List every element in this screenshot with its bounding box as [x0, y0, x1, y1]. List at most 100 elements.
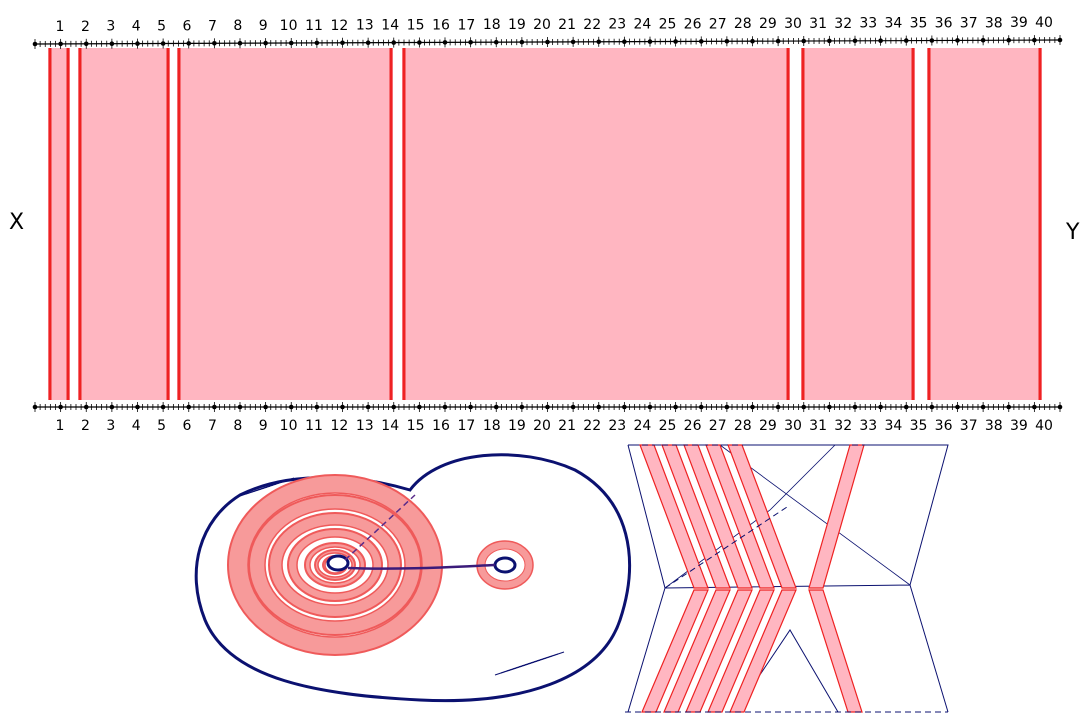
band-gap [915, 48, 927, 400]
ruler-dot [622, 404, 627, 410]
ruler-number: 29 [759, 16, 777, 32]
ruler-number: 10 [280, 418, 298, 434]
ruler-dot [698, 404, 704, 410]
ruler-dot [724, 39, 730, 44]
ruler-number: 24 [633, 17, 651, 33]
ruler-number: 31 [809, 16, 827, 32]
ruler-number: 3 [106, 418, 115, 434]
ruler-number: 2 [81, 418, 90, 434]
ruler-dot [340, 404, 345, 410]
ruler-number: 12 [330, 418, 348, 434]
ruler-dot [903, 38, 909, 43]
ruler-dot [32, 404, 38, 410]
ruler-dot [237, 404, 243, 410]
ruler-dot [1006, 404, 1012, 410]
ruler-number: 16 [432, 17, 450, 33]
ruler-dot [980, 38, 986, 43]
ruler-number: 9 [259, 418, 268, 434]
ruler-number: 11 [305, 18, 323, 34]
ruler-dot [263, 404, 268, 410]
ruler-number: 35 [910, 16, 928, 32]
ruler-number: 25 [659, 418, 677, 434]
ruler-number: 34 [884, 16, 902, 32]
small-hole [493, 556, 517, 574]
dashed-diagonal [664, 504, 791, 589]
ruler-dot [109, 404, 115, 410]
ruler-number: 5 [157, 19, 166, 35]
ruler-number: 1 [56, 19, 65, 35]
ruler-number: 11 [305, 418, 323, 434]
ruler-number: 23 [608, 418, 626, 434]
ruler-number: 22 [583, 17, 601, 33]
top-ruler: 1 2 3 4 5 6 7 8 9 10 11 12 13 14 15 16 17 18 19 20 21 22 23 24 2… [32, 15, 1063, 49]
ruler-dot [673, 39, 678, 44]
ruler-number: 13 [356, 418, 374, 434]
ruler-number: 33 [859, 16, 877, 32]
ruler-number: 26 [684, 16, 702, 32]
ruler-number: 36 [935, 418, 953, 434]
right-end-label: Y [1066, 220, 1080, 245]
ruler-number: 27 [709, 16, 727, 32]
ruler-number: 5 [157, 418, 166, 434]
ruler-dot [135, 41, 140, 46]
ruler-number: 15 [407, 18, 425, 34]
ruler-number: 28 [734, 418, 752, 434]
ruler-number: 26 [684, 418, 702, 434]
dashed-curve [344, 494, 416, 561]
ruler-dot [852, 404, 858, 410]
ruler-number: 33 [859, 418, 877, 434]
ruler-number: 3 [106, 19, 115, 35]
bottom-ruler: 1 2 3 4 5 6 7 8 9 10 11 12 13 14 15 16 17 18 19 20 21 22 23 24 2… [32, 402, 1063, 434]
ruler-number: 17 [457, 418, 475, 434]
ruler-number: 39 [1010, 15, 1028, 31]
lower-band [729, 589, 797, 713]
ruler-dot [58, 404, 63, 410]
ruler-dot [314, 40, 320, 46]
ruler-dot [827, 404, 832, 410]
ruler-dot [878, 38, 883, 43]
ruler-number: 18 [483, 418, 501, 434]
ruler-number: 32 [834, 16, 852, 32]
ruler-dot [622, 39, 627, 44]
ruler-number: 18 [483, 17, 501, 33]
ruler-number: 4 [132, 19, 141, 35]
band-gap [790, 48, 801, 400]
ruler-number: 6 [183, 418, 192, 434]
lower-band [707, 589, 775, 713]
ruler-dot [750, 38, 755, 44]
connecting-curve [347, 563, 496, 570]
ruler-number: 35 [910, 418, 928, 434]
band-gap [70, 48, 78, 400]
ruler-dot [237, 40, 243, 46]
ruler-dot [698, 39, 704, 44]
ruler-dot [442, 404, 448, 410]
ruler-dot [929, 404, 935, 410]
ruler-dot [545, 39, 550, 45]
ruler-number: 19 [508, 17, 526, 33]
upper-band [661, 444, 731, 589]
ruler-number: 24 [633, 418, 651, 434]
band-gap [170, 48, 177, 400]
ruler-number: 37 [960, 15, 978, 31]
ruler-dot [391, 40, 397, 45]
ruler-dot [750, 404, 755, 410]
ruler-dot [519, 404, 525, 410]
ruler-dot [545, 404, 550, 410]
upper-band [639, 444, 709, 589]
hatch-mark [263, 477, 295, 489]
ruler-number: 9 [259, 18, 268, 34]
ruler-dot [263, 40, 268, 46]
ruler-number: 38 [985, 418, 1003, 434]
ruler-number: 4 [132, 418, 141, 434]
ruler-number: 34 [884, 418, 902, 434]
hatch-mark [518, 651, 565, 668]
ruler-number: 8 [233, 18, 242, 34]
ruler-dot [468, 404, 473, 410]
ruler-number: 38 [985, 15, 1003, 31]
ruler-number: 8 [233, 418, 242, 434]
ruler-number: 6 [183, 18, 192, 34]
ruler-number: 20 [533, 418, 551, 434]
ruler-number: 32 [834, 418, 852, 434]
